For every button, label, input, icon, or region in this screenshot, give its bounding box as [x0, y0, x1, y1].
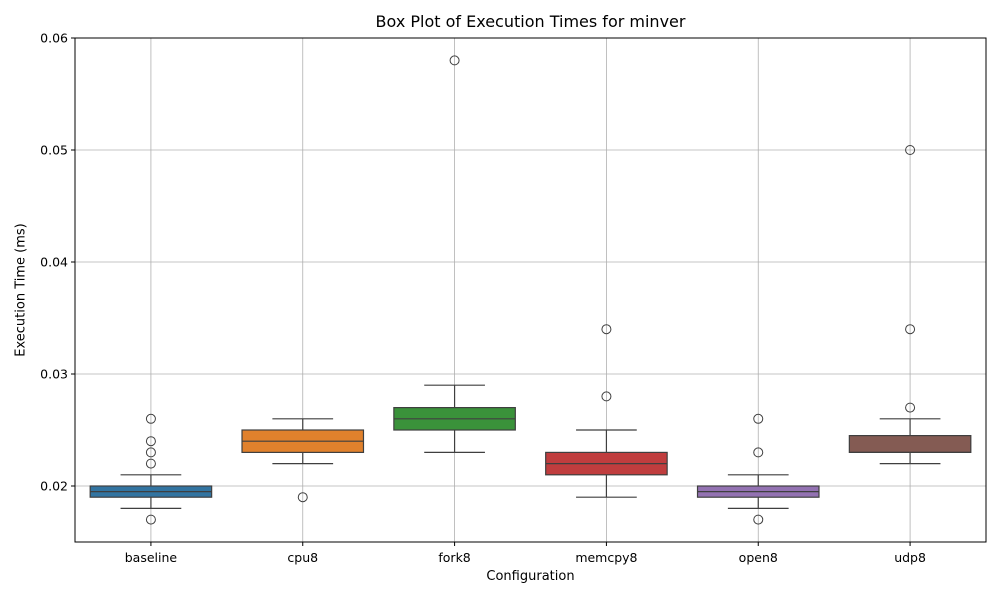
y-tick-label: 0.03: [40, 367, 68, 382]
box-fork8: [393, 55, 516, 453]
chart-title: Box Plot of Execution Times for minver: [375, 12, 686, 31]
outlier-point: [145, 458, 156, 469]
outlier-point: [905, 145, 916, 155]
outlier-point: [753, 447, 764, 458]
outlier-point: [449, 55, 460, 66]
x-tick-label: open8: [739, 550, 778, 565]
outlier-point: [601, 324, 612, 335]
y-tick-label: 0.06: [40, 31, 68, 46]
box-open8: [696, 413, 820, 525]
iqr-box: [848, 435, 972, 454]
outlier-point: [601, 391, 612, 402]
outlier-point: [905, 324, 916, 335]
y-tick-label: 0.05: [40, 143, 68, 158]
x-tick-label: udp8: [894, 550, 926, 565]
box-udp8: [848, 145, 972, 465]
outlier-point: [145, 413, 156, 424]
y-axis: 0.02 0.03 0.04 0.05 0.06: [40, 31, 75, 494]
outlier-point: [145, 514, 156, 525]
x-tick-label: cpu8: [287, 550, 318, 565]
outlier-point: [145, 436, 156, 447]
box-baseline: [89, 413, 213, 525]
box-memcpy8: [545, 324, 668, 498]
box-series: [89, 55, 972, 525]
outlier-point: [297, 492, 308, 503]
outlier-point: [905, 402, 916, 413]
y-tick-label: 0.02: [40, 479, 68, 494]
box-cpu8: [241, 418, 365, 503]
outlier-point: [753, 413, 764, 424]
grid-lines: [75, 37, 986, 542]
plot-area-frame: [74, 37, 987, 543]
x-tick-label: fork8: [438, 550, 470, 565]
x-tick-label: baseline: [125, 550, 178, 565]
outlier-point: [145, 447, 156, 458]
x-axis-label: Configuration: [486, 569, 575, 584]
y-tick-label: 0.04: [40, 255, 68, 270]
outlier-point: [753, 514, 764, 525]
y-axis-label: Execution Time (ms): [13, 223, 29, 357]
x-tick-label: memcpy8: [575, 550, 637, 565]
x-axis: baseline cpu8 fork8 memcpy8 open8 udp8: [125, 542, 926, 565]
